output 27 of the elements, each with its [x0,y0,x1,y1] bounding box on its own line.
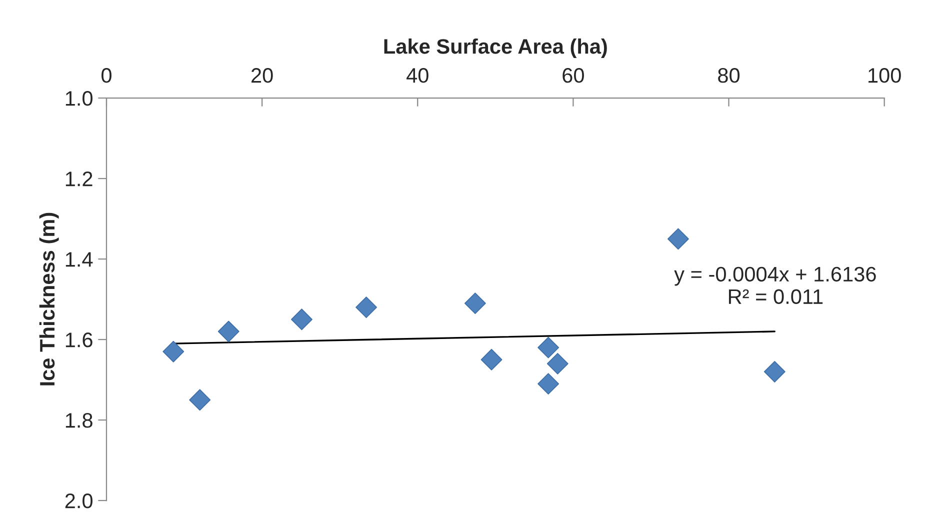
y-tick-label: 2.0 [65,494,92,508]
point [218,320,240,342]
x-tick-label: 0 [102,68,112,83]
y-tick-label: 1.2 [66,172,92,186]
point [538,373,560,395]
y-tick-label: 1.6 [66,332,92,348]
point [162,340,184,362]
x-tick-label: 100 [868,68,901,83]
y-tick-label: 1.4 [66,252,93,267]
x-axis-title: Lake Surface Area (ha) [384,38,607,58]
point [667,228,689,250]
point [356,296,378,318]
y-tick-label: 1.0 [66,91,92,106]
point [464,292,486,314]
y-tick-label: 1.8 [66,413,92,428]
x-tick-label: 20 [252,68,273,83]
x-tick-label: 60 [562,68,584,83]
point [480,348,502,370]
x-tick-label: 40 [406,68,428,83]
point [189,389,211,411]
x-tick-label: 80 [718,68,740,83]
y-axis-title: Ice Thickness (m) [39,212,59,386]
point [538,336,560,358]
point [291,308,312,330]
point [546,352,568,374]
point [764,361,786,382]
annotation: y = -0.0004x + 1.6136 R² = 0.011 [674,266,876,304]
